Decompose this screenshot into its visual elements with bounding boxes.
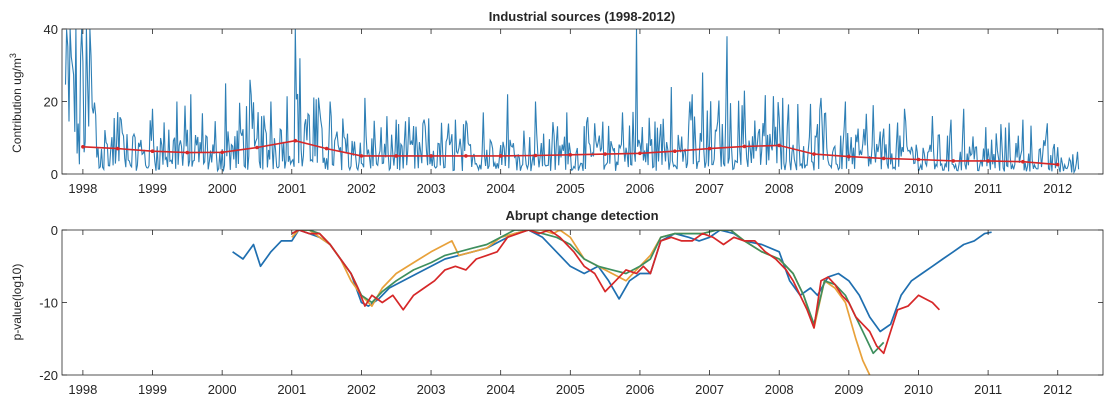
y-tick-label: 0 [51, 223, 58, 238]
x-tick-label: 2009 [834, 382, 863, 397]
x-tick-label: 2004 [486, 181, 515, 196]
trend-point [986, 159, 990, 163]
trend-point [742, 144, 747, 149]
axes: 1998 1999 2000 2001 2002 2003 2004 2005 2006 2007… [44, 22, 1104, 196]
x-tick-label: 2001 [277, 181, 306, 196]
y-tick-label: 0 [51, 167, 58, 182]
x-tick-label: 2012 [1043, 181, 1072, 196]
y-tick-label: -10 [39, 296, 58, 311]
x-tick-label: 2002 [347, 181, 376, 196]
pvalue-series-1 [232, 230, 992, 333]
x-tick-label: 2003 [417, 382, 446, 397]
x-tick-label: 2010 [904, 382, 933, 397]
x-tick-label: 1998 [68, 181, 97, 196]
trend-point [429, 154, 433, 158]
trend-point [812, 152, 816, 156]
x-tick-label: 2006 [625, 181, 654, 196]
x-tick-label: 2011 [974, 181, 1002, 196]
x-tick-label: 2004 [486, 382, 515, 397]
trend-point [498, 154, 503, 158]
x-tick-label: 2002 [347, 382, 376, 397]
x-tick-label: 1999 [138, 382, 167, 397]
raw-contribution-line [64, 29, 1080, 174]
y-tick-label: 40 [44, 22, 58, 37]
trend-point [150, 149, 155, 153]
x-tick-label: 2005 [556, 382, 585, 397]
x-tick-label: 2001 [277, 382, 306, 397]
x-tick-label: 2000 [208, 181, 237, 196]
x-tick-label: 2003 [417, 181, 446, 196]
trend-point [394, 154, 399, 158]
x-tick-label: 2010 [904, 181, 933, 196]
trend-point [81, 145, 85, 149]
trend-point [707, 146, 712, 151]
plot-area [232, 230, 992, 375]
pvalue-series-2 [291, 230, 871, 375]
y-tick-label: 20 [44, 95, 58, 110]
trend-point [847, 154, 851, 159]
axes-box [61, 229, 1104, 376]
trend-point [1055, 162, 1060, 167]
x-tick-label: 2012 [1043, 382, 1072, 397]
x-tick-label: 2009 [834, 181, 863, 196]
x-tick-label: 2007 [695, 382, 724, 397]
x-tick-label: 2000 [208, 382, 237, 397]
trend-point [638, 151, 642, 156]
x-tick-label: 2007 [695, 181, 724, 196]
trend-point [568, 153, 573, 157]
trend-point [255, 145, 259, 150]
plot-area [64, 29, 1080, 174]
industrial-sources-chart: Industrial sources (1998-2012) 1998 1999 2… [8, 9, 1104, 196]
trend-point [220, 150, 224, 155]
x-tick-label: 2008 [765, 181, 794, 196]
trend-point [777, 143, 781, 148]
trend-point [533, 153, 538, 158]
trend-point [324, 146, 329, 151]
axes: 1998 1999 2000 2001 2002 2003 2004 2005 2006 2007… [39, 223, 1104, 397]
x-tick-label: 1998 [68, 382, 97, 397]
x-tick-label: 2008 [765, 382, 794, 397]
chart-title: Industrial sources (1998-2012) [489, 9, 675, 24]
trend-point [881, 156, 886, 161]
trend-point [464, 154, 468, 158]
trend-point [951, 159, 956, 163]
y-axis-label: p-value(log10) [10, 264, 24, 341]
x-tick-label: 2011 [974, 382, 1002, 397]
pvalue-series-4 [291, 230, 941, 355]
trend-point [1021, 159, 1025, 164]
abrupt-change-chart: Abrupt change detection 1998 1999 2000 2001… [10, 208, 1104, 397]
trend-point [293, 138, 298, 143]
trend-point [359, 154, 364, 158]
y-axis-label: Contribution ug/m3 [8, 53, 24, 153]
chart-title: Abrupt change detection [505, 208, 658, 223]
x-tick-label: 1999 [138, 181, 167, 196]
trend-point [673, 149, 677, 153]
x-tick-label: 2006 [625, 382, 654, 397]
trend-point [115, 146, 120, 151]
trend-point [916, 157, 921, 162]
trend-point [185, 150, 190, 155]
trend-point [603, 152, 607, 156]
pvalue-series-3 [291, 230, 885, 355]
y-tick-label: -20 [39, 368, 58, 383]
x-tick-label: 2005 [556, 181, 585, 196]
